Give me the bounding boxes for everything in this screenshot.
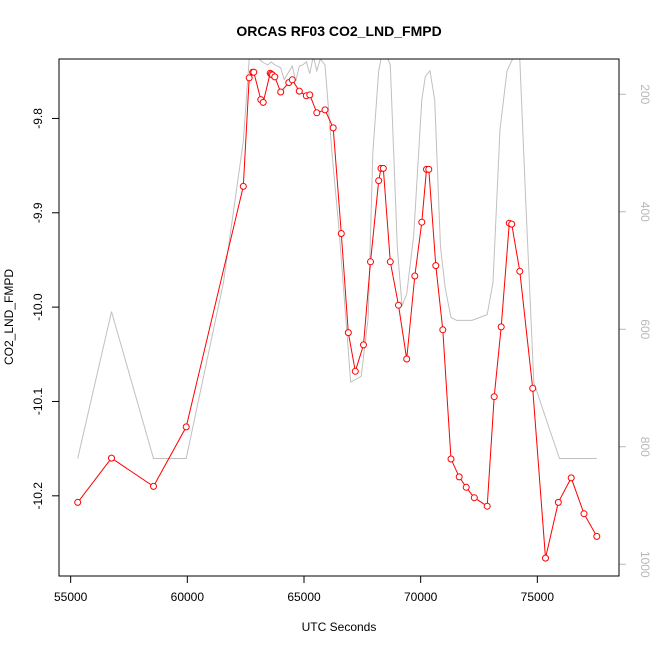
secondary-series-line xyxy=(77,59,597,459)
data-point xyxy=(470,494,478,502)
data-point xyxy=(508,220,516,228)
y2-tick-label: 1000 xyxy=(638,551,650,578)
x-axis-label: UTC Seconds xyxy=(302,620,377,634)
data-point xyxy=(271,73,279,81)
data-point xyxy=(516,267,524,275)
data-point xyxy=(425,165,433,173)
data-point xyxy=(395,301,402,309)
y-tick-label: -10.1 xyxy=(31,388,45,416)
data-point xyxy=(313,109,321,117)
data-point xyxy=(250,68,258,76)
data-point xyxy=(567,474,575,482)
y-axis-label: CO2_LND_FMPD xyxy=(2,269,16,365)
data-point xyxy=(529,384,537,392)
data-point xyxy=(411,272,419,280)
data-point xyxy=(455,473,463,481)
data-point xyxy=(593,532,601,540)
data-point xyxy=(462,483,470,491)
data-point xyxy=(150,482,157,490)
data-point xyxy=(403,355,411,363)
data-point xyxy=(182,423,190,431)
data-point xyxy=(351,367,359,375)
x-tick-label: 60000 xyxy=(171,590,205,604)
data-point xyxy=(497,323,505,331)
data-point xyxy=(580,510,588,518)
y2-tick-label: 200 xyxy=(638,84,650,104)
primary-series-layer xyxy=(74,68,601,562)
y2-tick-label: 600 xyxy=(638,319,650,339)
secondary-series-layer xyxy=(77,59,597,459)
y2-tick-label: 800 xyxy=(638,437,650,457)
data-point xyxy=(239,182,247,190)
data-point xyxy=(432,262,440,270)
data-point xyxy=(306,91,314,99)
y-tick-label: -9.9 xyxy=(31,202,45,223)
data-point xyxy=(259,98,267,106)
x-tick-label: 70000 xyxy=(404,590,438,604)
x-tick-label: 75000 xyxy=(521,590,555,604)
data-point xyxy=(367,258,374,266)
y-tick-label: -10.2 xyxy=(31,482,45,510)
x-tick-label: 55000 xyxy=(54,590,88,604)
data-point xyxy=(329,124,337,132)
data-point xyxy=(447,455,455,463)
data-point xyxy=(321,106,329,114)
data-point xyxy=(288,76,296,84)
x-tick-label: 65000 xyxy=(287,590,321,604)
data-point xyxy=(375,177,383,185)
data-point xyxy=(245,74,253,82)
data-point xyxy=(337,230,345,237)
primary-series-line xyxy=(77,71,598,559)
data-point xyxy=(108,454,115,462)
y2-tick-label: 400 xyxy=(638,202,650,222)
data-point xyxy=(483,502,491,510)
data-point xyxy=(554,498,562,506)
data-point xyxy=(360,341,367,349)
chart-title: ORCAS RF03 CO2_LND_FMPD xyxy=(236,23,441,39)
y-tick-label: -10.0 xyxy=(31,293,45,321)
data-point xyxy=(295,87,303,95)
data-point xyxy=(490,393,498,401)
data-point xyxy=(277,88,285,96)
data-point xyxy=(74,498,82,506)
y-tick-label: -9.8 xyxy=(31,108,45,129)
data-point xyxy=(542,554,549,562)
data-point xyxy=(386,258,394,266)
plot-frame xyxy=(58,58,620,577)
data-point xyxy=(344,329,352,337)
data-point xyxy=(379,164,387,172)
data-point xyxy=(439,326,447,334)
axes-layer: 55000 60000 65000 70000 75000 -10.2 -10.1 -10.0… xyxy=(31,84,650,604)
data-point xyxy=(418,218,426,226)
